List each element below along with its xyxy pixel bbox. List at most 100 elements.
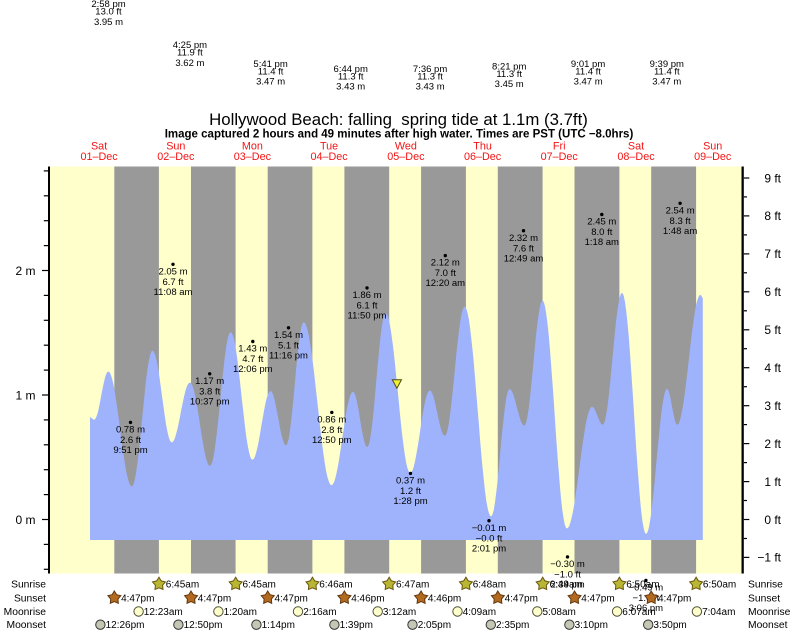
svg-text:Moonset: Moonset — [748, 620, 788, 631]
svg-text:0 m: 0 m — [15, 513, 35, 527]
svg-text:12:20 am: 12:20 am — [425, 278, 465, 289]
svg-text:4:47pm: 4:47pm — [505, 593, 538, 604]
svg-text:9:01 pm: 9:01 pm — [571, 59, 605, 70]
svg-text:5:08am: 5:08am — [543, 607, 576, 618]
svg-text:11.4 ft: 11.4 ft — [575, 66, 601, 77]
svg-text:2:01 pm: 2:01 pm — [472, 543, 506, 554]
svg-text:1.43 m: 1.43 m — [238, 344, 267, 355]
svg-text:−0.30 m: −0.30 m — [550, 559, 585, 570]
svg-text:Moonrise: Moonrise — [748, 607, 791, 618]
svg-text:2 m: 2 m — [15, 264, 35, 278]
svg-text:09–Dec: 09–Dec — [694, 151, 732, 163]
svg-text:2:58 pm: 2:58 pm — [91, 0, 125, 10]
svg-text:−0.0 ft: −0.0 ft — [476, 533, 503, 544]
svg-text:1 ft: 1 ft — [764, 475, 781, 489]
svg-text:Sun: Sun — [166, 140, 185, 152]
svg-text:11:08 am: 11:08 am — [154, 287, 193, 298]
svg-text:6.7 ft: 6.7 ft — [162, 277, 183, 288]
svg-text:2.32 m: 2.32 m — [509, 233, 538, 244]
svg-text:3.45 m: 3.45 m — [495, 79, 524, 90]
svg-text:12:50 pm: 12:50 pm — [312, 435, 352, 446]
svg-text:6:46am: 6:46am — [319, 580, 352, 591]
svg-text:Thu: Thu — [473, 140, 492, 152]
svg-text:10:37 pm: 10:37 pm — [190, 396, 230, 407]
svg-text:1 m: 1 m — [15, 388, 35, 402]
svg-text:0 ft: 0 ft — [764, 513, 781, 527]
svg-text:01–Dec: 01–Dec — [80, 151, 118, 163]
svg-text:3 ft: 3 ft — [764, 399, 781, 413]
svg-text:11.3 ft: 11.3 ft — [338, 71, 364, 82]
svg-text:Tue: Tue — [320, 140, 338, 152]
svg-text:8:21 pm: 8:21 pm — [492, 61, 526, 72]
svg-text:0.78 m: 0.78 m — [116, 425, 145, 436]
svg-text:6:49am: 6:49am — [550, 580, 583, 591]
svg-text:7:36 pm: 7:36 pm — [413, 64, 447, 75]
svg-text:Wed: Wed — [395, 140, 417, 152]
svg-text:−0.49 m: −0.49 m — [629, 583, 664, 594]
svg-text:Moonset: Moonset — [7, 620, 47, 631]
svg-text:11.3 ft: 11.3 ft — [417, 71, 443, 82]
svg-text:0.86 m: 0.86 m — [317, 415, 346, 426]
svg-text:12:06 pm: 12:06 pm — [233, 364, 273, 375]
svg-text:12:49 am: 12:49 am — [504, 253, 544, 264]
svg-text:6:45am: 6:45am — [166, 580, 199, 591]
svg-text:6:50am: 6:50am — [703, 580, 736, 591]
svg-text:11.3 ft: 11.3 ft — [496, 69, 522, 80]
svg-text:1.54 m: 1.54 m — [274, 330, 303, 341]
svg-text:4:47pm: 4:47pm — [198, 593, 231, 604]
svg-text:1:39pm: 1:39pm — [340, 620, 373, 631]
svg-text:7.0 ft: 7.0 ft — [435, 268, 456, 279]
svg-text:11.9 ft: 11.9 ft — [177, 48, 203, 59]
svg-text:Sunrise: Sunrise — [11, 580, 46, 591]
svg-text:1.17 m: 1.17 m — [195, 376, 224, 387]
svg-text:6:47am: 6:47am — [396, 580, 429, 591]
svg-text:6:50am: 6:50am — [626, 580, 659, 591]
svg-text:6:07am: 6:07am — [622, 607, 655, 618]
svg-text:4:46pm: 4:46pm — [351, 593, 384, 604]
svg-text:6:44 pm: 6:44 pm — [334, 64, 368, 75]
svg-text:11:16 pm: 11:16 pm — [269, 350, 308, 361]
svg-text:0.37 m: 0.37 m — [396, 476, 425, 487]
svg-text:2:34 pm: 2:34 pm — [550, 580, 584, 591]
svg-text:2:16am: 2:16am — [303, 607, 336, 618]
svg-text:4:25 pm: 4:25 pm — [173, 40, 207, 51]
svg-text:6:48am: 6:48am — [473, 580, 506, 591]
svg-text:12:50pm: 12:50pm — [184, 620, 223, 631]
svg-text:3.43 m: 3.43 m — [336, 82, 365, 93]
svg-text:Sat: Sat — [628, 140, 644, 152]
svg-text:3:50pm: 3:50pm — [653, 620, 686, 631]
svg-text:2.05 m: 2.05 m — [158, 266, 187, 277]
svg-text:4:46pm: 4:46pm — [428, 593, 461, 604]
svg-text:3.95 m: 3.95 m — [94, 17, 123, 28]
svg-text:3:10pm: 3:10pm — [575, 620, 608, 631]
svg-text:8.3 ft: 8.3 ft — [670, 216, 691, 227]
svg-text:05–Dec: 05–Dec — [387, 151, 425, 163]
svg-text:Sunset: Sunset — [14, 593, 46, 604]
svg-text:03–Dec: 03–Dec — [234, 151, 272, 163]
svg-text:3.47 m: 3.47 m — [652, 77, 681, 88]
svg-text:04–Dec: 04–Dec — [310, 151, 348, 163]
svg-text:1:20am: 1:20am — [224, 607, 257, 618]
svg-text:06–Dec: 06–Dec — [464, 151, 502, 163]
svg-text:2.12 m: 2.12 m — [431, 258, 460, 269]
svg-text:8.0 ft: 8.0 ft — [591, 227, 612, 238]
svg-text:3.47 m: 3.47 m — [574, 77, 603, 88]
svg-text:2.54 m: 2.54 m — [666, 205, 695, 216]
svg-text:11.4 ft: 11.4 ft — [654, 66, 680, 77]
svg-text:4:09am: 4:09am — [463, 607, 496, 618]
svg-text:12:23am: 12:23am — [144, 607, 183, 618]
svg-text:5.1 ft: 5.1 ft — [278, 340, 299, 351]
svg-text:1.86 m: 1.86 m — [352, 290, 381, 301]
svg-text:11.4 ft: 11.4 ft — [258, 66, 284, 77]
svg-text:5 ft: 5 ft — [764, 323, 781, 337]
svg-text:9 ft: 9 ft — [764, 171, 781, 185]
svg-text:11:50 pm: 11:50 pm — [348, 311, 387, 322]
svg-text:7:04am: 7:04am — [702, 607, 735, 618]
svg-text:2:35pm: 2:35pm — [496, 620, 529, 631]
svg-text:3.62 m: 3.62 m — [175, 58, 204, 69]
svg-text:3.43 m: 3.43 m — [416, 82, 445, 93]
svg-text:4 ft: 4 ft — [764, 361, 781, 375]
svg-text:−1.0 ft: −1.0 ft — [554, 570, 581, 581]
svg-text:Sun: Sun — [703, 140, 722, 152]
svg-text:Fri: Fri — [553, 140, 566, 152]
